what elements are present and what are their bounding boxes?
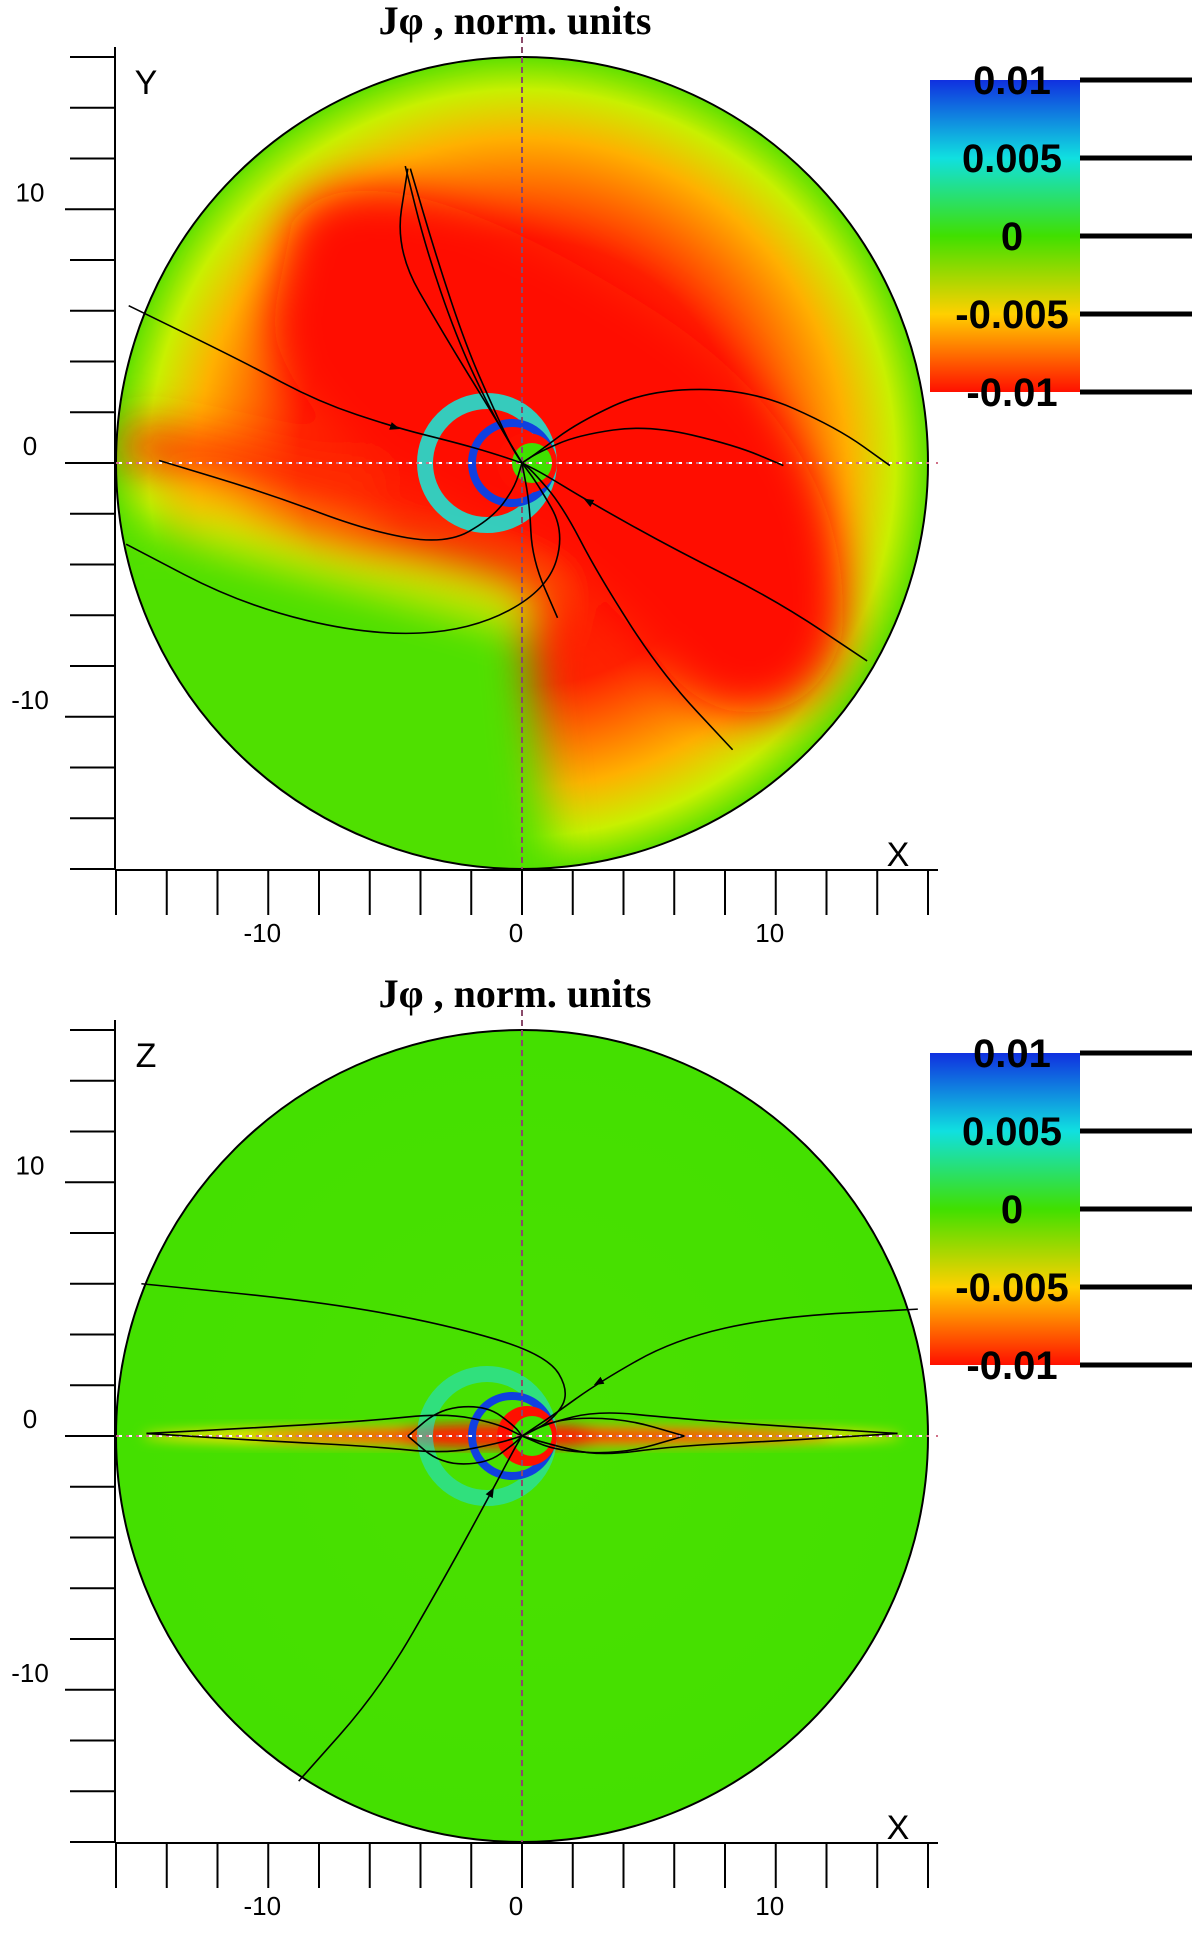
x-tick-label: 0 — [509, 1891, 523, 1921]
x-axis-label: X — [887, 1809, 910, 1847]
field-line — [521, 1308, 918, 1437]
colorbar-label: -0.01 — [966, 371, 1057, 415]
axes: -10 0 10 -10 0 10 — [11, 1020, 938, 1921]
colorbar-label: 0.005 — [962, 137, 1062, 181]
field-line — [521, 1412, 898, 1437]
field-line — [521, 462, 559, 619]
field-line — [298, 1435, 523, 1782]
colorbar-label: -0.005 — [955, 293, 1068, 337]
y-tick-label: 10 — [16, 177, 45, 207]
y-axis-label: Y — [135, 64, 158, 102]
field-line — [407, 1405, 523, 1437]
colorbar: 0.01 0.005 0 -0.005 -0.01 — [930, 59, 1192, 415]
axes: -10 0 10 -10 0 10 — [11, 47, 938, 948]
field-line — [521, 462, 734, 751]
chart-title: Jφ , norm. units — [379, 973, 652, 1016]
chart-title: Jφ , norm. units — [379, 0, 652, 43]
y-tick-label: 10 — [16, 1150, 45, 1180]
y-tick-label: -10 — [11, 685, 49, 715]
colorbar: 0.01 0.005 0 -0.005 -0.01 — [930, 1032, 1192, 1388]
top-panel: -10 0 10 -10 0 10 Y X Jφ , norm. units 0.01 0.005 0… — [0, 0, 1200, 960]
field-line — [158, 459, 523, 541]
x-tick-label: -10 — [243, 918, 281, 948]
field-line — [146, 1414, 523, 1437]
colorbar-label: 0 — [1001, 215, 1023, 259]
colorbar-gradient — [930, 80, 1080, 392]
bottom-panel: -10 0 10 -10 0 10 Z X Jφ , norm. units 0.01 0.005 0… — [0, 973, 1200, 1933]
field-line — [521, 462, 868, 662]
field-lines — [141, 1282, 918, 1782]
field-line — [146, 1432, 523, 1453]
y-axis-label: Z — [136, 1037, 157, 1075]
field-line — [521, 1417, 685, 1437]
colorbar-label: 0.01 — [973, 1032, 1051, 1076]
heatmap-disk — [116, 57, 928, 869]
y-tick-label: 0 — [23, 431, 37, 461]
field-line — [521, 388, 891, 467]
colorbar-label: 0.01 — [973, 59, 1051, 103]
field-line — [521, 427, 784, 467]
colorbar-label: -0.01 — [966, 1344, 1057, 1388]
colorbar-label: 0 — [1001, 1188, 1023, 1232]
field-line — [521, 1432, 898, 1455]
field-line — [141, 1282, 566, 1437]
field-line — [128, 304, 523, 464]
y-tick-label: -10 — [11, 1658, 49, 1688]
field-line — [409, 168, 523, 464]
field-line — [407, 1435, 523, 1465]
y-tick-label: 0 — [23, 1404, 37, 1434]
field-line — [399, 168, 523, 464]
field-line — [125, 462, 561, 635]
field-lines — [125, 165, 891, 751]
x-tick-label: -10 — [243, 1891, 281, 1921]
x-tick-label: 10 — [755, 918, 784, 948]
field-line — [521, 1435, 685, 1454]
x-tick-label: 10 — [755, 1891, 784, 1921]
colorbar-label: -0.005 — [955, 1266, 1068, 1310]
x-tick-label: 0 — [509, 918, 523, 948]
x-axis-label: X — [887, 836, 910, 874]
colorbar-label: 0.005 — [962, 1110, 1062, 1154]
colorbar-gradient — [930, 1053, 1080, 1365]
